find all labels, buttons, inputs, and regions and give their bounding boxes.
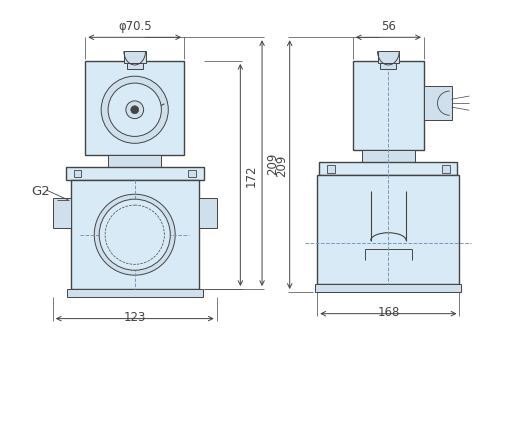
Bar [53,199,71,228]
Bar [66,289,203,297]
Circle shape [131,106,139,115]
Circle shape [99,200,170,271]
Bar [378,52,399,64]
Bar [85,62,184,155]
Circle shape [105,206,164,265]
Text: 56: 56 [381,20,396,33]
Bar [108,155,161,167]
Circle shape [108,84,161,137]
Bar [327,165,335,173]
Bar [315,285,461,292]
Bar [317,176,460,285]
Bar [319,162,458,176]
Bar [73,170,81,178]
Text: 168: 168 [377,305,400,318]
Text: φ70.5: φ70.5 [118,20,152,33]
Bar [124,52,146,64]
Text: G2: G2 [31,184,50,197]
Bar [442,165,450,173]
Text: 209: 209 [266,153,279,175]
Bar [127,64,143,70]
Text: 123: 123 [123,310,146,323]
Bar [199,199,217,228]
Circle shape [126,102,144,119]
Text: 209: 209 [275,154,288,176]
Bar [380,64,396,70]
Circle shape [94,195,175,276]
Bar [188,170,196,178]
Bar [71,181,199,289]
Circle shape [101,77,168,144]
Bar [353,62,424,150]
Bar [424,86,452,121]
Bar [65,167,204,181]
Bar [362,150,415,162]
Text: 172: 172 [244,164,257,187]
